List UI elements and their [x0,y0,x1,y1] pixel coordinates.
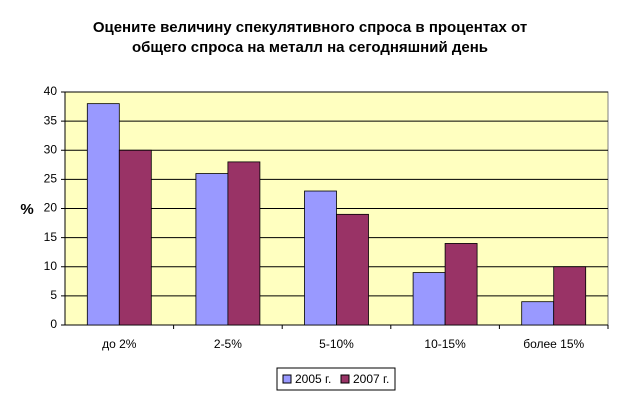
bar [336,213,369,326]
bar [304,190,337,326]
y-axis-label: % [20,201,33,218]
legend-swatch [340,374,350,384]
bar [86,103,120,326]
y-tick-label: 35 [44,113,58,127]
chart-title: Оцените величину спекулятивного спроса в… [93,19,527,36]
x-tick-label: более 15% [523,337,584,351]
y-tick-label: 40 [44,84,58,98]
y-tick-label: 30 [44,142,58,156]
x-tick-label: 10-15% [424,337,466,351]
bar [118,149,152,326]
bar [195,173,229,326]
y-tick-label: 20 [44,201,58,215]
legend-label: 2005 г. [295,372,331,386]
y-tick-label: 10 [44,259,58,273]
y-tick-label: 15 [44,230,58,244]
bar [444,243,478,326]
x-tick-label: 2-5% [214,337,242,351]
bar [521,301,555,326]
legend-label: 2007 г. [353,372,389,386]
chart-title: общего спроса на металл на сегодняшний д… [132,39,488,56]
legend-box [276,367,396,391]
x-tick-label: 5-10% [319,337,354,351]
y-tick-label: 5 [50,288,57,302]
y-tick-label: 25 [44,172,58,186]
legend-swatch [282,374,292,384]
bar [553,266,587,326]
bar [412,272,446,326]
y-tick-label: 0 [50,317,57,331]
bar [227,161,261,326]
x-tick-label: до 2% [102,337,137,351]
